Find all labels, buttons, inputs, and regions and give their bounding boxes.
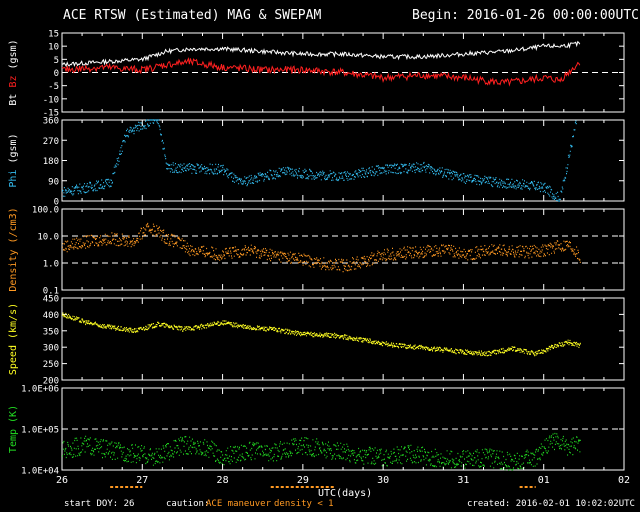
y-tick-label: 270 <box>43 137 59 147</box>
x-tick-label: 30 <box>377 475 389 486</box>
series-line-bt <box>61 40 581 68</box>
x-tick-label: 02 <box>618 475 630 486</box>
y-tick-label: 1.0E+05 <box>21 426 59 436</box>
y-axis-label-part: (gsm) <box>8 133 19 169</box>
y-tick-label: 0 <box>54 69 59 79</box>
series-points-phi <box>62 119 577 202</box>
y-tick-label: 180 <box>43 157 59 167</box>
y-tick-label: -5 <box>48 82 59 92</box>
y-tick-label: 1.0 <box>43 260 59 270</box>
y-tick-label: 450 <box>43 295 59 305</box>
y-tick-label: 5 <box>54 56 59 66</box>
y-tick-label: 10.0 <box>37 233 59 243</box>
created-time: created: 2016-02-01 10:02:02UTC <box>467 499 635 509</box>
y-axis-label-part: (gsm) <box>8 39 19 75</box>
density-caution-label: density < 1 <box>274 499 334 509</box>
y-axis-label: Phi (gsm) <box>8 133 19 187</box>
y-tick-label: 400 <box>43 311 59 321</box>
maneuver-label: ACE maneuver <box>206 499 272 509</box>
y-axis-label-part: Phi <box>8 170 19 188</box>
y-tick-label: 15 <box>48 30 59 40</box>
y-tick-label: 1.0E+06 <box>21 385 59 395</box>
series-points-density <box>62 222 581 273</box>
x-tick-label: 31 <box>457 475 469 486</box>
y-axis-label-part: Bz <box>8 76 19 94</box>
panel-frame-phi <box>61 119 625 202</box>
caution-label: caution: <box>166 499 210 509</box>
y-tick-label: 10 <box>48 43 59 53</box>
chart-title: ACE RTSW (Estimated) MAG & SWEPAM <box>63 8 322 23</box>
start-doy: start DOY: 26 <box>64 499 135 509</box>
x-tick-label: 28 <box>217 475 229 486</box>
y-axis-label: Temp (K) <box>8 405 19 453</box>
y-tick-label: 250 <box>43 360 59 370</box>
y-tick-label: 350 <box>43 327 59 337</box>
series-line-bz <box>61 56 581 87</box>
y-tick-label: 0.1 <box>43 287 59 297</box>
x-tick-label: 01 <box>538 475 550 486</box>
y-tick-label: 1.0E+04 <box>21 467 59 477</box>
x-tick-label: 29 <box>297 475 309 486</box>
y-axis-label: Density (/cm3) <box>8 207 19 291</box>
begin-time: Begin: 2016-01-26 00:00:00UTC <box>412 8 639 23</box>
series-points-speed <box>62 312 581 357</box>
y-tick-label: 300 <box>43 344 59 354</box>
series-points-temp <box>62 432 581 471</box>
x-tick-label: 26 <box>56 475 68 486</box>
y-axis-label-part: Bt <box>8 94 19 106</box>
y-tick-label: 200 <box>43 377 59 387</box>
y-tick-label: -10 <box>43 95 59 105</box>
y-tick-label: 100.0 <box>32 206 59 216</box>
x-axis-label: UTC(days) <box>318 488 373 499</box>
x-tick-label: 27 <box>136 475 148 486</box>
y-tick-label: 90 <box>48 177 59 187</box>
y-axis-label: Bt Bz (gsm) <box>8 39 19 105</box>
y-tick-label: 360 <box>43 117 59 127</box>
y-axis-label: Speed (km/s) <box>8 303 19 375</box>
y-tick-label: -15 <box>43 109 59 119</box>
y-tick-label: 0 <box>54 198 59 208</box>
panel-frame-density <box>61 208 625 291</box>
